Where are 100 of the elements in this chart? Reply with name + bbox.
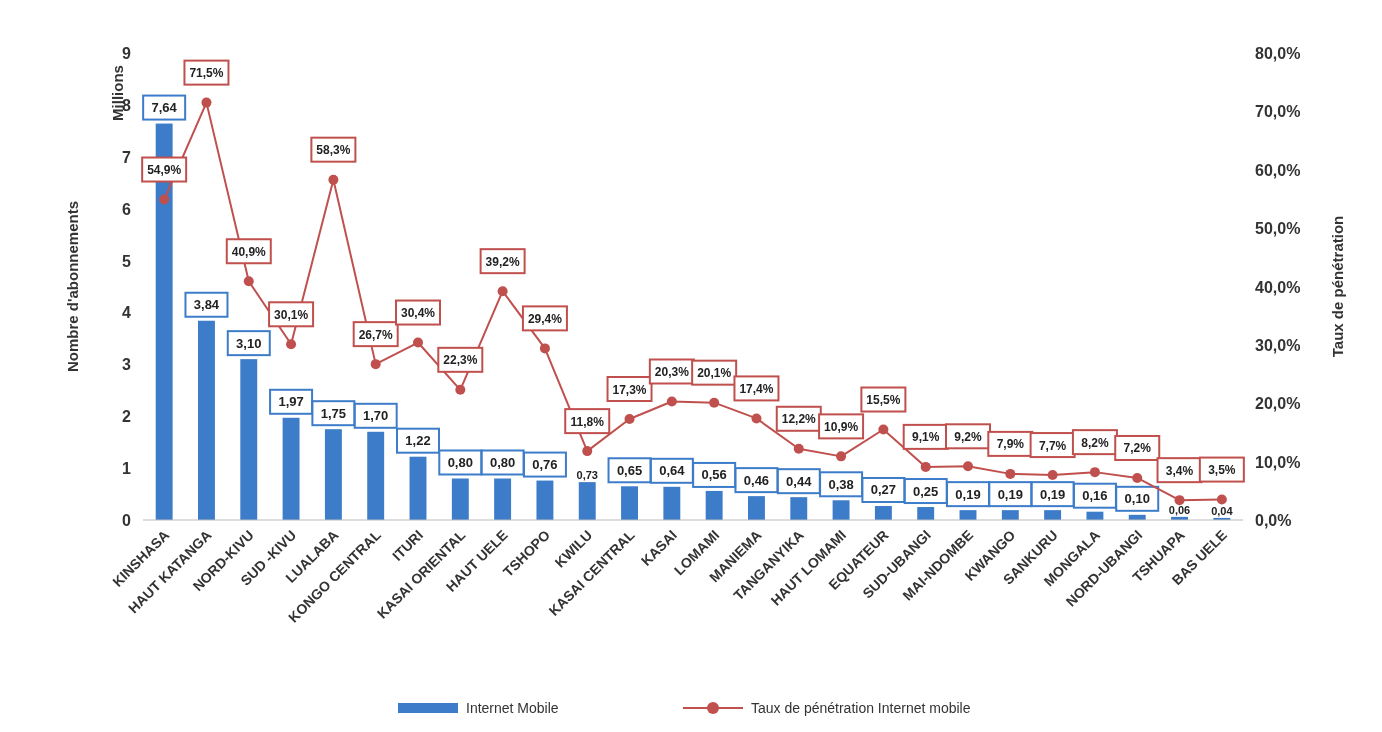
data-label: 0,65 [616,462,643,478]
y-tick-label: 6 [122,200,132,218]
data-label: 3,10 [236,335,262,351]
bar [1044,510,1062,520]
point [159,194,170,205]
data-label: 0,19 [997,486,1023,502]
y-axis-title: Nombre d'abonnements [64,200,81,373]
bar [621,486,638,520]
data-label: 12,2% [781,412,817,427]
bar [367,431,385,520]
y-tick-label: 4 [122,304,132,322]
data-label: 40,9% [231,244,267,259]
y2-tick-label: 20,0% [1255,395,1301,413]
bar [536,480,554,520]
data-label: 0,10 [1124,491,1150,507]
data-label: 20,3% [654,365,690,379]
bar [240,359,258,520]
y2-tick-label: 0,0% [1255,512,1292,529]
point [1005,468,1016,479]
data-label: 17,4% [739,381,774,396]
bar [451,478,469,520]
data-label: 0,04 [1211,504,1234,517]
point [1047,470,1058,481]
data-label: 0,64 [659,463,686,479]
point [751,413,762,424]
data-label: 1,70 [363,408,389,424]
data-label: 22,3% [443,353,478,368]
legend-label: Taux de pénétration Internet mobile [751,700,971,716]
point [455,384,466,395]
data-label: 71,5% [189,66,224,81]
bar [198,320,215,520]
data-label: 0,44 [786,473,813,489]
point [243,276,254,287]
data-label: 7,64 [151,100,178,116]
data-label: 7,7% [1038,438,1067,453]
point [201,97,212,108]
data-label: 0,16 [1082,488,1108,504]
y2-axis-title: Taux de pénétration [1329,215,1346,358]
point [328,174,339,185]
data-label: 39,2% [485,254,520,269]
bar [578,482,596,520]
point [666,396,677,407]
point [1216,494,1227,505]
data-label: 1,22 [405,433,431,449]
y2-tick-label: 10,0% [1255,453,1301,471]
bar [874,505,892,520]
bar [1001,510,1019,520]
data-label: 7,9% [996,437,1025,452]
point [709,397,720,408]
bar [324,429,342,520]
data-label: 9,1% [912,430,940,445]
data-label: 0,19 [955,486,981,502]
point [370,359,381,370]
data-label: 17,3% [612,382,647,397]
data-label: 0,56 [701,467,727,483]
data-label: 3,5% [1208,463,1236,478]
y2-tick-label: 40,0% [1255,278,1301,296]
y-tick-label: 9 [122,45,132,62]
data-label: 26,7% [358,327,394,342]
y-tick-label: 5 [122,252,132,270]
bar [832,500,850,520]
data-label: 0,27 [870,482,897,498]
data-label: 30,4% [400,306,436,321]
y-tick-label: 0 [122,512,132,529]
data-label: 3,84 [193,297,220,313]
legend-label: Internet Mobile [466,700,559,716]
y-tick-label: 3 [122,356,132,374]
data-label: 0,19 [1039,486,1066,502]
y2-tick-label: 80,0% [1255,45,1301,62]
data-label: 15,5% [866,393,901,408]
point [836,451,847,462]
bar [917,507,935,520]
point [1174,495,1185,506]
bar [494,478,512,520]
data-label: 30,1% [274,307,309,322]
bar [409,456,427,520]
point [963,461,973,472]
data-label: 1,75 [320,405,347,421]
y-tick-label: 2 [122,408,132,426]
point [793,443,804,454]
point [413,337,423,348]
data-label: 8,2% [1081,435,1109,450]
y2-tick-label: 70,0% [1255,103,1301,121]
data-label: 10,9% [824,419,859,434]
data-label: 7,2% [1123,441,1152,456]
bar [663,486,681,520]
point [539,343,550,354]
data-label: 0,73 [576,469,598,482]
data-label: 58,3% [316,143,351,158]
bar [748,496,765,520]
point [624,414,635,425]
data-label: 9,2% [954,429,982,444]
y-tick-label: 7 [122,148,132,166]
data-label: 20,1% [697,366,732,381]
point [878,424,889,435]
data-label: 3,4% [1165,463,1194,478]
data-label: 1,97 [278,394,304,410]
data-label: 0,80 [447,454,473,470]
bar [705,490,723,520]
data-label: 0,38 [828,476,854,492]
